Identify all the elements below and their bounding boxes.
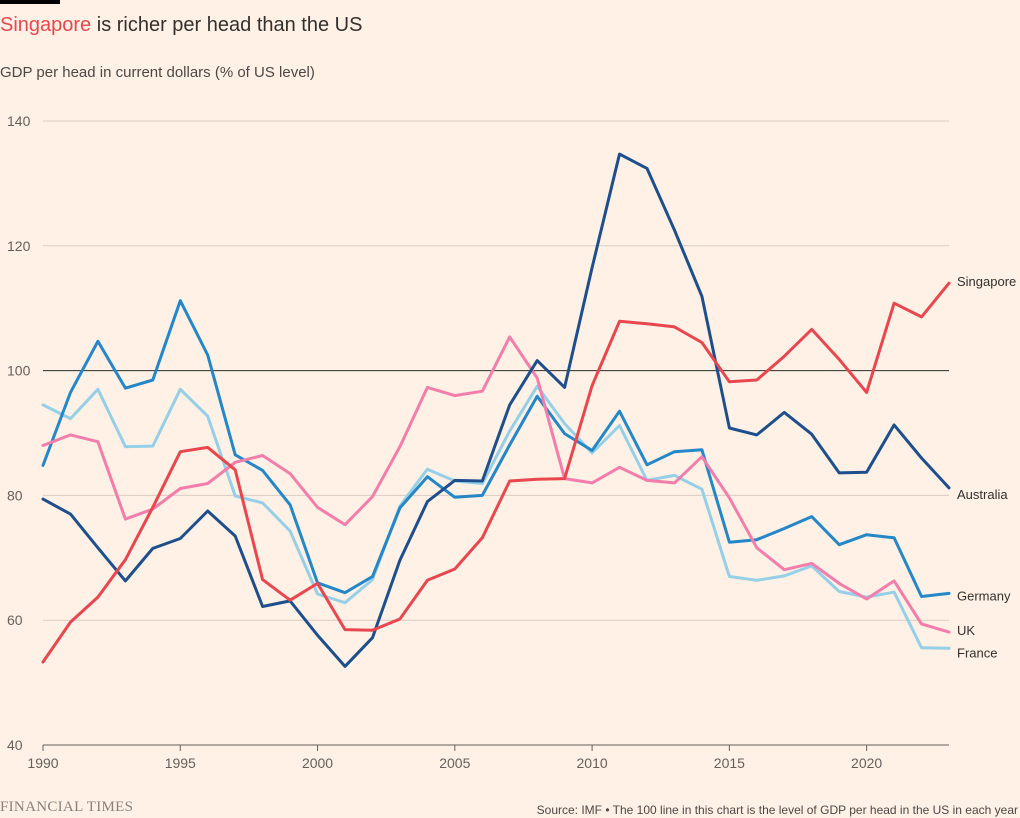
y-tick-label: 100 (7, 363, 31, 379)
title-highlight: Singapore (0, 14, 92, 36)
x-tick-label: 2010 (577, 755, 608, 771)
series-label-france: France (957, 645, 997, 660)
y-tick-label: 140 (7, 113, 31, 129)
y-tick-label: 120 (7, 238, 31, 254)
y-tick-label: 40 (7, 737, 23, 753)
series-line-singapore (41, 281, 951, 664)
x-tick-label: 2015 (714, 755, 745, 771)
series-line-france (41, 384, 951, 650)
series-label-singapore: Singapore (957, 274, 1016, 289)
series-line-germany (41, 299, 951, 598)
ft-accent-bar (0, 0, 60, 4)
source-note: Source: IMF • The 100 line in this chart… (536, 803, 1018, 817)
series-label-germany: Germany (957, 588, 1011, 603)
financial-times-logo: FINANCIAL TIMES (0, 799, 134, 815)
x-tick-label: 2000 (302, 755, 333, 771)
x-tick-label: 1990 (27, 755, 58, 771)
chart-subtitle: GDP per head in current dollars (% of US… (0, 64, 315, 81)
x-tick-label: 2005 (439, 755, 470, 771)
series-label-australia: Australia (957, 487, 1008, 502)
x-tick-label: 2020 (851, 755, 882, 771)
series-label-uk: UK (957, 623, 975, 638)
series-line-uk (41, 335, 951, 634)
line-chart: 40 60 80 100 120 140 1990 1995 2000 2005 2010 2015 2… (7, 113, 1016, 771)
series-line-australia (41, 152, 951, 668)
chart-title: Singapore is richer per head than the US (0, 14, 362, 37)
x-tick-label: 1995 (165, 755, 196, 771)
y-tick-label: 80 (7, 487, 23, 503)
title-rest: is richer per head than the US (91, 14, 363, 36)
y-tick-label: 60 (7, 612, 23, 628)
